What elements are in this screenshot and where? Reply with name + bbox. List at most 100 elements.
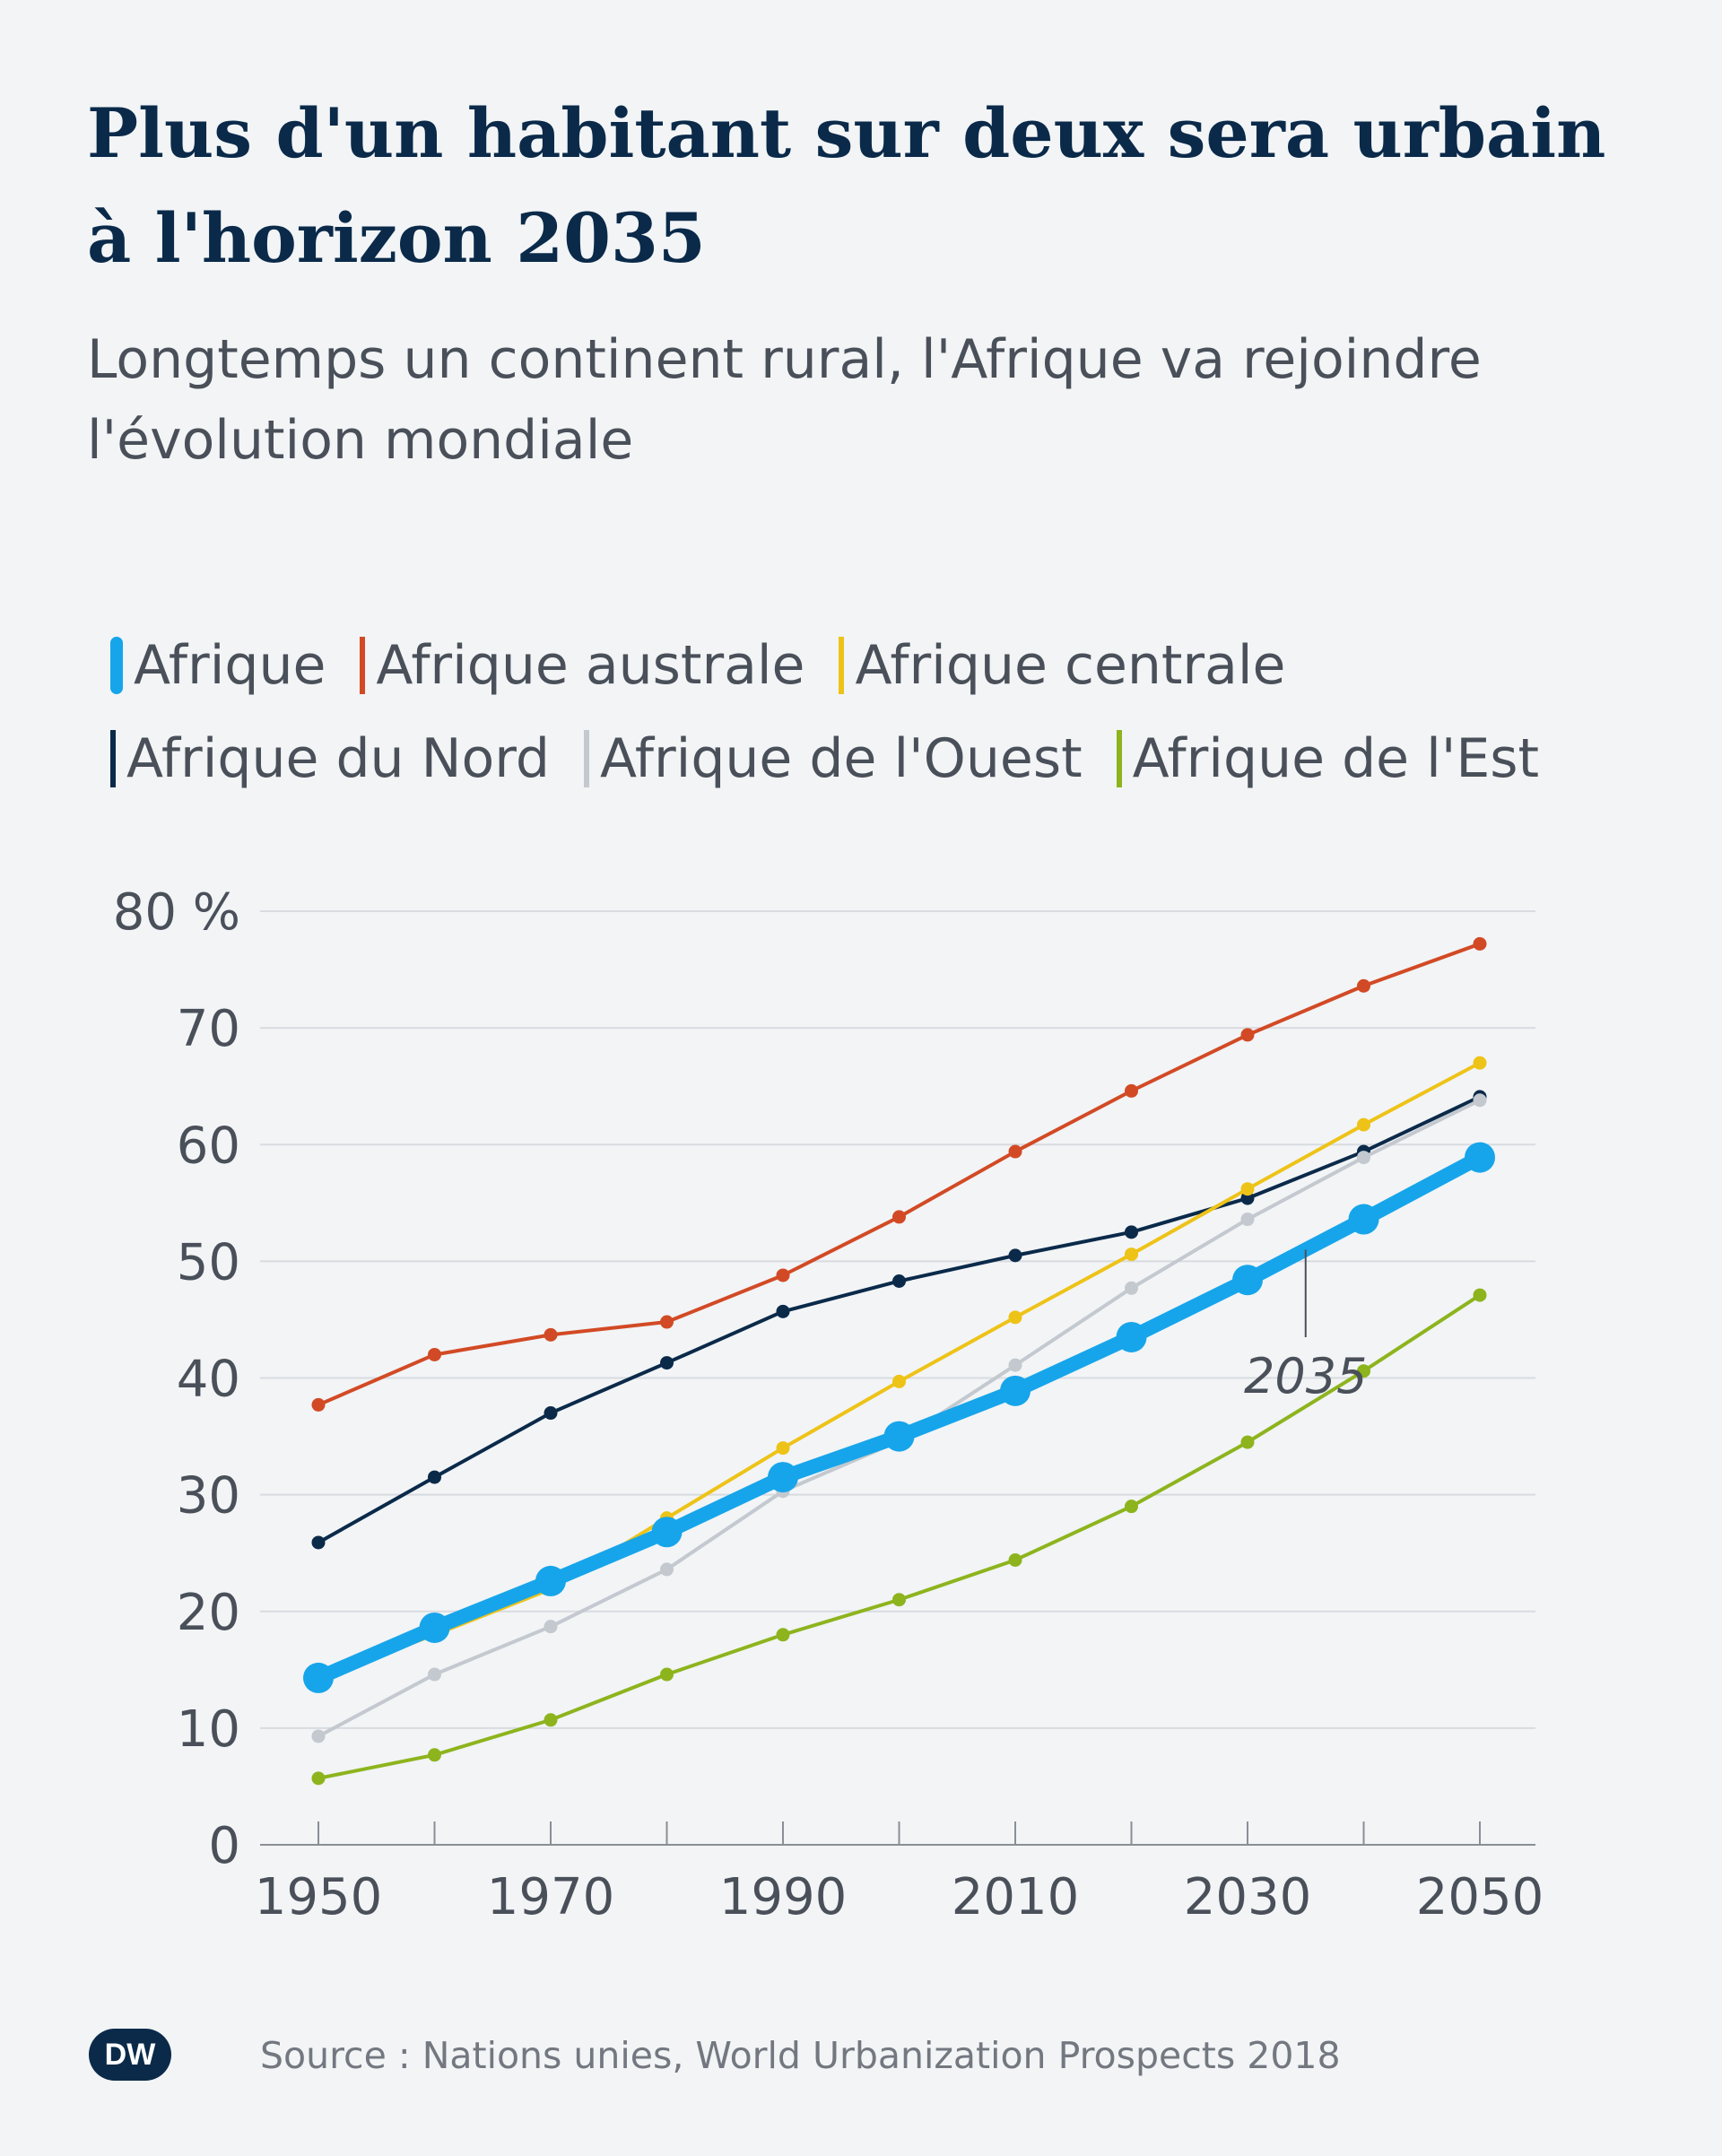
legend-label: Afrique de l'Ouest — [599, 727, 1083, 790]
data-point — [1125, 1083, 1138, 1098]
y-tick-label: 80 % — [113, 883, 240, 942]
chart-subtitle: Longtemps un continent rural, l'Afrique … — [87, 328, 1482, 472]
data-point — [303, 1662, 334, 1693]
data-point — [1473, 1093, 1487, 1108]
data-point — [311, 1397, 326, 1412]
series-line — [317, 1098, 1482, 1738]
data-point — [651, 1517, 683, 1548]
data-point — [1465, 1142, 1495, 1173]
series-afrique-de-l-est — [311, 1288, 1487, 1786]
legend-label: Afrique du Nord — [126, 727, 550, 790]
data-point — [428, 1748, 441, 1762]
data-point — [776, 1268, 790, 1282]
legend-item-afrique-du-nord: Afrique du Nord — [110, 727, 550, 790]
series-afrique-de-l-ouest — [311, 1093, 1487, 1743]
data-point — [311, 1729, 326, 1743]
data-point — [660, 1315, 674, 1329]
data-point — [544, 1327, 558, 1342]
legend-label: Afrique centrale — [855, 634, 1286, 697]
data-point — [660, 1667, 674, 1682]
data-point — [892, 1210, 906, 1224]
series-afrique — [303, 1142, 1495, 1693]
legend-label: Afrique de l'Est — [1132, 727, 1540, 790]
legend-label: Afrique australe — [376, 634, 805, 697]
data-point — [1000, 1375, 1031, 1406]
legend-swatch-afrique-de-l-ouest — [583, 730, 589, 787]
data-point — [660, 1562, 674, 1577]
data-point — [1116, 1321, 1147, 1352]
data-point — [776, 1304, 790, 1318]
legend-item-afrique-australe: Afrique australe — [360, 634, 804, 697]
data-point — [311, 1771, 326, 1786]
legend-swatch-afrique-centrale — [839, 637, 845, 694]
data-point — [1008, 1552, 1022, 1567]
y-axis-ticks: 0 10 20 30 40 50 60 70 80 % — [113, 883, 240, 1875]
legend-label: Afrique — [134, 634, 326, 697]
data-point — [1357, 1117, 1370, 1132]
data-point — [1357, 1364, 1370, 1378]
x-tick-label: 1950 — [255, 1868, 383, 1926]
data-point — [892, 1274, 906, 1288]
dw-logo: DW — [89, 2029, 171, 2081]
legend-item-afrique-de-l-est: Afrique de l'Est — [1116, 727, 1540, 790]
data-point — [311, 1535, 326, 1550]
data-point — [1348, 1204, 1379, 1235]
legend-item-afrique-de-l-ouest: Afrique de l'Ouest — [583, 727, 1083, 790]
y-tick-label: 20 — [177, 1584, 240, 1642]
x-tick-label: 2010 — [952, 1868, 1080, 1926]
data-point — [428, 1470, 441, 1484]
data-point — [1240, 1213, 1255, 1227]
data-point — [535, 1565, 566, 1596]
series-afrique-du-nord — [311, 1090, 1487, 1550]
data-point — [1008, 1310, 1022, 1325]
y-tick-label: 10 — [177, 1700, 240, 1759]
dw-logo-text: DW — [105, 2038, 157, 2072]
legend-item-afrique: Afrique — [110, 634, 326, 697]
x-tick-label: 1970 — [487, 1868, 615, 1926]
data-point — [1008, 1358, 1022, 1372]
data-point — [776, 1628, 790, 1642]
data-point — [1125, 1500, 1138, 1514]
annotation-label: 2035 — [1244, 1348, 1367, 1404]
data-point — [892, 1593, 906, 1607]
y-tick-label: 0 — [208, 1817, 240, 1875]
legend-swatch-afrique-du-nord — [110, 730, 116, 787]
annotation: 2035 — [1244, 1249, 1367, 1404]
data-point — [1473, 936, 1487, 951]
data-point — [428, 1667, 441, 1682]
y-tick-label: 70 — [177, 1000, 240, 1058]
series-afrique-australe — [311, 936, 1487, 1412]
data-point — [1473, 1288, 1487, 1302]
y-tick-label: 40 — [177, 1351, 240, 1409]
data-point — [1125, 1281, 1138, 1295]
chart-title: Plus d'un habitant sur deux sera urbain … — [87, 93, 1606, 278]
y-tick-label: 60 — [177, 1117, 240, 1175]
data-point — [1240, 1182, 1255, 1196]
data-point — [660, 1356, 674, 1370]
data-point — [1240, 1435, 1255, 1449]
data-point — [1473, 1056, 1487, 1070]
data-point — [1008, 1144, 1022, 1159]
series-lines — [303, 936, 1495, 1786]
x-tick-label: 1990 — [719, 1868, 848, 1926]
data-point — [892, 1374, 906, 1388]
data-point — [419, 1612, 450, 1643]
data-point — [1232, 1265, 1263, 1296]
x-axis: 1950 1970 1990 2010 2030 2050 — [255, 1821, 1544, 1926]
data-point — [1125, 1248, 1138, 1262]
data-point — [1240, 1028, 1255, 1042]
legend-swatch-afrique — [110, 637, 123, 694]
legend-row-2: Afrique du Nord Afrique de l'Ouest Afriq… — [110, 712, 1707, 805]
legend-swatch-afrique-australe — [360, 637, 366, 694]
data-point — [1125, 1225, 1138, 1239]
data-point — [1357, 1151, 1370, 1165]
data-point — [768, 1462, 798, 1493]
data-point — [544, 1406, 558, 1421]
data-point — [776, 1441, 790, 1456]
data-point — [1008, 1248, 1022, 1263]
data-point — [544, 1713, 558, 1727]
legend-item-afrique-centrale: Afrique centrale — [839, 634, 1285, 697]
data-point — [428, 1347, 441, 1361]
x-tick-label: 2050 — [1416, 1868, 1544, 1926]
